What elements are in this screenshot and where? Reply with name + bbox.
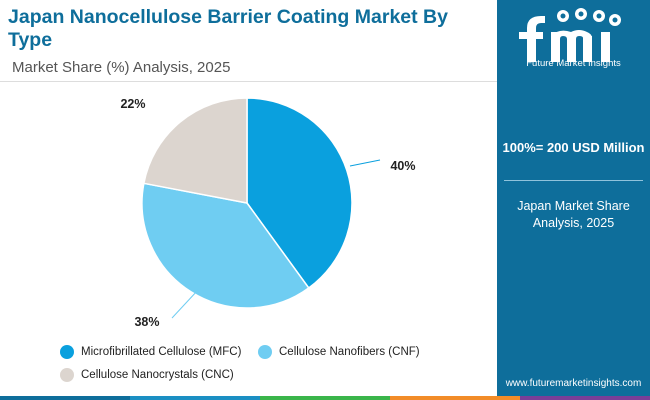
chart-area: Japan Nanocellulose Barrier Coating Mark… (0, 6, 497, 382)
pie-chart: 40% 38% 22% (120, 97, 415, 329)
pie-slice-2 (141, 182, 310, 309)
accent-segment (0, 396, 130, 400)
data-label-1: 40% (390, 159, 415, 173)
info-panel: Future Market Insights 100%= 200 USD Mil… (497, 0, 650, 400)
leader-line-2 (171, 289, 199, 319)
leader-line-1 (349, 159, 381, 167)
accent-segment (520, 396, 650, 400)
legend-item: Cellulose Nanofibers (CNF) (258, 345, 420, 359)
pie-slice-3 (142, 97, 248, 204)
fmi-logo (519, 8, 621, 62)
data-label-3: 22% (120, 97, 145, 111)
legend-swatch (60, 368, 74, 382)
legend-swatch (60, 345, 74, 359)
panel-divider (504, 180, 643, 181)
website-link[interactable]: www.futuremarketinsights.com (505, 378, 642, 389)
legend-label: Microfibrillated Cellulose (MFC) (81, 346, 242, 358)
accent-segment (130, 396, 260, 400)
legend-item: Cellulose Nanocrystals (CNC) (60, 368, 234, 382)
legend-label: Cellulose Nanofibers (CNF) (279, 346, 420, 358)
region-label: Japan Market Share Analysis, 2025 (517, 199, 630, 230)
chart-title: Japan Nanocellulose Barrier Coating Mark… (8, 6, 448, 51)
market-total: 100%= 200 USD Million (502, 140, 645, 155)
accent-segment (390, 396, 520, 400)
title-divider (0, 81, 497, 82)
accent-segment (260, 396, 390, 400)
accent-bar (0, 396, 650, 400)
chart-subtitle: Market Share (%) Analysis, 2025 (12, 59, 231, 76)
brand-name: Future Market Insights (526, 58, 621, 69)
pie-slice-1 (246, 97, 353, 289)
data-label-2: 38% (134, 315, 159, 329)
legend-item: Microfibrillated Cellulose (MFC) (60, 345, 241, 359)
legend-label: Cellulose Nanocrystals (CNC) (81, 369, 234, 381)
legend-swatch (258, 345, 272, 359)
